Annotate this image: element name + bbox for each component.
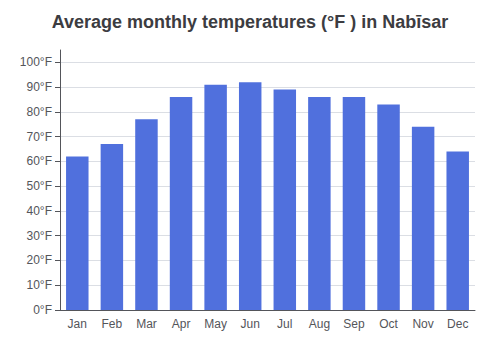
svg-text:Apr: Apr: [172, 317, 191, 331]
svg-text:40°F: 40°F: [27, 204, 52, 218]
svg-text:Dec: Dec: [447, 317, 468, 331]
svg-text:Mar: Mar: [136, 317, 157, 331]
svg-text:Feb: Feb: [102, 317, 123, 331]
svg-text:Nov: Nov: [412, 317, 433, 331]
svg-text:Oct: Oct: [379, 317, 398, 331]
svg-text:Aug: Aug: [309, 317, 330, 331]
svg-text:30°F: 30°F: [27, 229, 52, 243]
svg-text:50°F: 50°F: [27, 179, 52, 193]
svg-text:Jan: Jan: [68, 317, 87, 331]
svg-text:10°F: 10°F: [27, 278, 52, 292]
svg-text:20°F: 20°F: [27, 253, 52, 267]
svg-text:Jun: Jun: [241, 317, 260, 331]
svg-text:70°F: 70°F: [27, 130, 52, 144]
svg-text:Jul: Jul: [277, 317, 292, 331]
svg-text:Sep: Sep: [343, 317, 365, 331]
svg-text:60°F: 60°F: [27, 154, 52, 168]
svg-text:80°F: 80°F: [27, 105, 52, 119]
svg-text:Average monthly temperatures (: Average monthly temperatures (°F ) in Na…: [52, 12, 449, 32]
svg-text:0°F: 0°F: [33, 303, 52, 317]
svg-text:100°F: 100°F: [20, 55, 52, 69]
svg-text:90°F: 90°F: [27, 80, 52, 94]
svg-text:May: May: [204, 317, 227, 331]
